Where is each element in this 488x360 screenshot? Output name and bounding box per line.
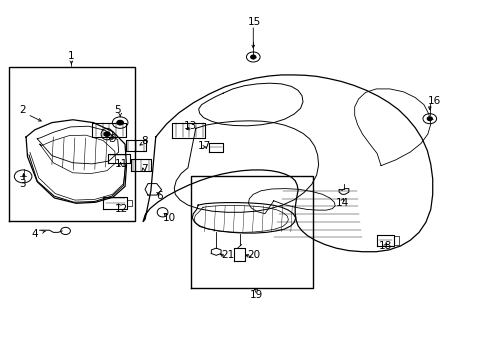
Text: 16: 16 xyxy=(427,96,440,106)
Text: 19: 19 xyxy=(249,290,263,300)
Circle shape xyxy=(116,120,124,126)
Text: 8: 8 xyxy=(141,136,147,145)
Text: 17: 17 xyxy=(198,141,211,151)
Text: 18: 18 xyxy=(379,241,392,251)
Text: 4: 4 xyxy=(31,229,38,239)
Text: 20: 20 xyxy=(247,250,260,260)
Text: 21: 21 xyxy=(221,250,234,260)
Circle shape xyxy=(250,55,255,59)
Text: 7: 7 xyxy=(141,164,147,174)
Text: 10: 10 xyxy=(162,213,175,222)
Text: 12: 12 xyxy=(115,204,128,214)
Circle shape xyxy=(427,117,431,121)
Text: 9: 9 xyxy=(109,134,116,144)
Circle shape xyxy=(104,132,110,136)
Text: 13: 13 xyxy=(184,121,197,131)
Text: 3: 3 xyxy=(20,179,26,189)
Text: 11: 11 xyxy=(115,159,128,169)
Text: 1: 1 xyxy=(68,51,75,61)
Text: 14: 14 xyxy=(335,198,348,208)
Text: 5: 5 xyxy=(114,105,121,115)
Text: 15: 15 xyxy=(247,17,260,27)
Text: 6: 6 xyxy=(156,191,162,201)
Text: 2: 2 xyxy=(20,105,26,115)
